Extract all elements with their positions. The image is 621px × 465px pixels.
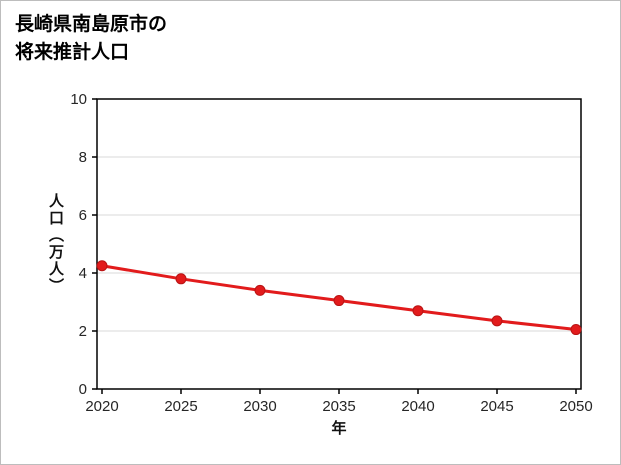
chart-title-line1: 長崎県南島原市の: [15, 14, 168, 35]
data-point-2025: [175, 273, 187, 285]
chart-title-line2: 将来推計人口: [15, 42, 130, 64]
x-axis-title: 年: [331, 420, 347, 437]
x-tick-label: 2035: [322, 398, 355, 415]
x-tick-label: 2030: [243, 398, 276, 415]
plot-frame: [96, 98, 582, 390]
x-tick-label: 2045: [480, 398, 513, 415]
y-tick-label: 6: [79, 207, 87, 224]
y-tick-label: 8: [79, 149, 87, 166]
y-axis-title: 人口（万人）: [47, 193, 64, 295]
data-point-2040: [412, 305, 424, 317]
data-point-2035: [333, 295, 345, 307]
data-point-2045: [491, 315, 503, 327]
y-tick-label: 2: [79, 323, 87, 340]
x-tick-label: 2025: [164, 398, 197, 415]
y-tick-label: 10: [70, 91, 87, 108]
y-tick-label: 0: [79, 381, 87, 398]
data-point-2050: [570, 324, 582, 336]
x-tick-label: 2040: [401, 398, 434, 415]
y-tick-label: 4: [79, 265, 87, 282]
data-point-2030: [254, 284, 266, 296]
data-point-2020: [96, 260, 108, 272]
x-tick-label: 2050: [559, 398, 592, 415]
x-tick-label: 2020: [85, 398, 118, 415]
chart-title: 長崎県南島原市の 将来推計人口: [15, 11, 167, 67]
